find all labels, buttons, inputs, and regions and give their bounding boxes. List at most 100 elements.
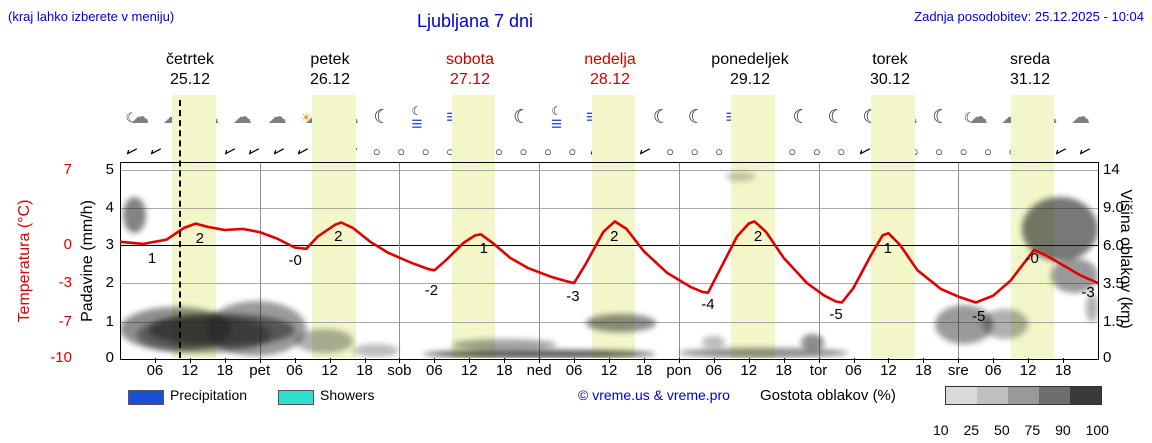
temp-label: -4 <box>701 296 715 313</box>
weather-icon-moon: ☾ <box>644 99 679 139</box>
x-tick-mark <box>154 358 156 363</box>
wind-calm-icon: ○ <box>812 144 821 159</box>
cloud-scale-segment <box>946 387 977 404</box>
location-hint: (kraj lahko izberete v meniju) <box>8 9 175 24</box>
wind-barb-icon: ↼ <box>220 141 240 163</box>
x-tick-label: sob <box>387 362 412 379</box>
cloud-blob <box>207 301 307 356</box>
cloud-icon: ☁ <box>130 107 150 128</box>
temp-tick-label: 7 <box>63 161 72 178</box>
x-tick-mark <box>539 358 541 363</box>
temp-label: -0 <box>1025 250 1039 267</box>
grid-line-day <box>259 162 261 358</box>
x-tick-label: 06 <box>565 362 583 379</box>
temp-label: 1 <box>883 240 893 257</box>
grid-line-h <box>120 208 1098 209</box>
grid-line-day <box>818 162 820 358</box>
weather-icon-cloud: ☁ <box>1063 99 1098 139</box>
temperature-curve <box>120 220 1098 304</box>
day-header: četrtek 25.12 <box>165 51 214 88</box>
weather-icon-fog-moon: ☾ ≡ <box>399 99 434 139</box>
x-tick-label: tor <box>809 362 828 379</box>
x-tick-label: 06 <box>705 362 723 379</box>
x-tick-mark <box>259 358 261 363</box>
wind-barb-icon: ↼ <box>146 141 166 163</box>
cloud-density-scale-bar <box>945 386 1102 405</box>
moon-icon: ☾ <box>373 107 391 128</box>
temp-label: -0 <box>288 252 302 269</box>
cloud-height-tick-label: 14 <box>1103 161 1120 178</box>
grid-line-day <box>539 162 541 358</box>
daylight-band <box>870 95 915 358</box>
x-tick-label: 12 <box>181 362 199 379</box>
grid-line-day <box>678 162 680 358</box>
cloud-blob <box>678 348 848 358</box>
credit-link[interactable]: © vreme.us & vreme.pro <box>578 387 730 403</box>
temp-tick-label: -3 <box>58 274 72 291</box>
cloud-scale-segment <box>1070 387 1101 404</box>
x-tick-mark <box>399 358 401 363</box>
weather-icon-fog: ≡ <box>434 99 469 139</box>
daylight-band <box>451 95 496 358</box>
wind-calm-icon: ○ <box>519 144 528 159</box>
showers-swatch <box>278 390 314 405</box>
x-tick-mark <box>678 358 680 363</box>
weather-icon-moon: ☾ <box>923 99 958 139</box>
wind-calm-icon: ○ <box>397 144 406 159</box>
grid-line-h <box>120 245 1098 246</box>
temp-label: -3 <box>566 288 580 305</box>
x-tick-label: 18 <box>635 362 653 379</box>
wind-calm-icon: ○ <box>446 144 454 159</box>
temp-tick-label: -10 <box>50 349 72 366</box>
cloud-scale-label: 100 <box>1085 422 1109 438</box>
day-header: sreda 31.12 <box>1009 51 1051 88</box>
cloud-scale-label: 25 <box>963 422 980 438</box>
wind-barb-icon: ↼ <box>244 141 264 163</box>
moon-icon: ☾ <box>827 107 845 128</box>
fog-icon: ≡ <box>726 107 737 128</box>
moon-icon: ☾ <box>963 110 976 125</box>
daylight-band <box>591 95 636 358</box>
wind-calm-icon: ○ <box>959 144 968 159</box>
x-tick-mark <box>923 358 925 363</box>
cloud-blob <box>451 338 557 351</box>
cloud-icon: ☁ <box>1071 107 1091 128</box>
x-tick-mark <box>748 358 750 363</box>
x-tick-mark <box>643 358 645 363</box>
fog-icon: ≡ <box>551 113 563 135</box>
fog-icon: ≡ <box>446 107 457 128</box>
precip-tick-label: 3 <box>105 236 114 253</box>
x-tick-mark <box>993 358 995 363</box>
x-tick-mark <box>294 358 296 363</box>
temp-label: 2 <box>334 228 343 245</box>
moon-icon: ☾ <box>551 103 562 118</box>
temp-label: 2 <box>753 228 763 245</box>
temp-label: 1 <box>479 240 488 257</box>
cloud-height-tick-label: 1.5 <box>1103 313 1124 330</box>
moon-icon: ☾ <box>932 107 950 128</box>
x-tick-label: sre <box>947 362 969 379</box>
x-tick-label: 12 <box>1019 362 1037 379</box>
cloud-scale-segment <box>1008 387 1039 404</box>
x-tick-mark <box>958 358 960 363</box>
precipitation-legend-label: Precipitation <box>170 387 248 403</box>
weather-icon-moon: ☾ <box>784 99 819 139</box>
showers-legend-label: Showers <box>320 387 375 403</box>
x-tick-mark <box>783 358 785 363</box>
wind-calm-icon: ○ <box>372 144 381 159</box>
x-tick-label: 18 <box>495 362 513 379</box>
temp-tick-label: -7 <box>58 313 72 330</box>
x-tick-label: 06 <box>984 362 1002 379</box>
x-tick-label: 18 <box>356 362 373 379</box>
cloud-blob <box>702 336 726 349</box>
weather-icon-moon: ☾ <box>679 99 714 139</box>
fog-icon: ≡ <box>586 107 597 128</box>
x-tick-label: 12 <box>460 362 478 379</box>
x-tick-mark <box>329 358 331 363</box>
grid-line-h <box>120 283 1098 284</box>
day-header: ponedeljek 29.12 <box>711 51 789 88</box>
weather-icon-fog-moon: ☾ ≡ <box>539 99 574 139</box>
wind-calm-icon: ○ <box>788 144 797 159</box>
x-tick-label: 12 <box>321 362 338 379</box>
page-title: Ljubljana 7 dni <box>416 11 534 31</box>
